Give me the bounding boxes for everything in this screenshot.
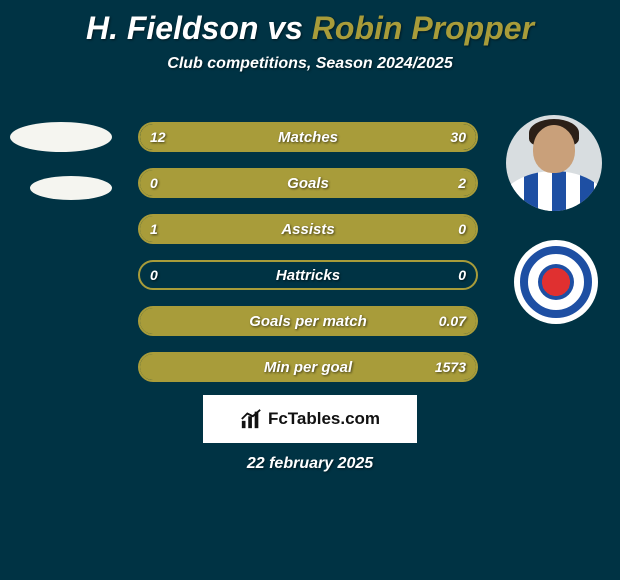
title-player2: Robin Propper <box>312 10 534 46</box>
stat-value-right: 1573 <box>435 354 466 380</box>
player2-photo <box>506 115 602 211</box>
stat-row: 0.07Goals per match <box>138 306 478 336</box>
club-badge-center <box>538 264 574 300</box>
chart-icon <box>240 408 262 430</box>
bar-fill <box>140 354 476 380</box>
bar-fill <box>140 170 476 196</box>
player2-club-badge <box>514 240 598 324</box>
date: 22 february 2025 <box>0 455 620 473</box>
subtitle: Club competitions, Season 2024/2025 <box>0 55 620 73</box>
player2-avatar-area <box>506 115 602 211</box>
player2-head <box>533 125 575 173</box>
bar-fill-right <box>236 124 476 150</box>
stat-value-right: 0 <box>458 216 466 242</box>
bar-fill <box>140 216 476 242</box>
stat-label: Hattricks <box>140 262 476 288</box>
player1-avatar-area <box>10 110 112 200</box>
bar-fill <box>140 308 476 334</box>
player2-jersey <box>506 171 602 211</box>
stat-value-left: 0 <box>150 170 158 196</box>
stat-row: 02Goals <box>138 168 478 198</box>
stat-value-right: 30 <box>450 124 466 150</box>
branding-text: FcTables.com <box>268 409 380 429</box>
stat-row: 1230Matches <box>138 122 478 152</box>
stat-value-left: 0 <box>150 262 158 288</box>
title-player1: H. Fieldson <box>86 10 258 46</box>
title-vs: vs <box>267 10 303 46</box>
branding-box: FcTables.com <box>203 395 417 443</box>
stat-value-right: 0 <box>458 262 466 288</box>
stat-row: 1573Min per goal <box>138 352 478 382</box>
stat-value-left: 12 <box>150 124 166 150</box>
stat-value-right: 0.07 <box>439 308 466 334</box>
stat-row: 10Assists <box>138 214 478 244</box>
stat-value-left: 1 <box>150 216 158 242</box>
page-title: H. Fieldson vs Robin Propper <box>0 0 620 47</box>
stat-row: 0 0Hattricks <box>138 260 478 290</box>
stat-value-right: 2 <box>458 170 466 196</box>
player1-placeholder-1 <box>10 122 112 152</box>
stat-bars: 1230Matches02Goals10Assists00Hattricks0.… <box>138 122 478 398</box>
player1-placeholder-2 <box>30 176 112 200</box>
